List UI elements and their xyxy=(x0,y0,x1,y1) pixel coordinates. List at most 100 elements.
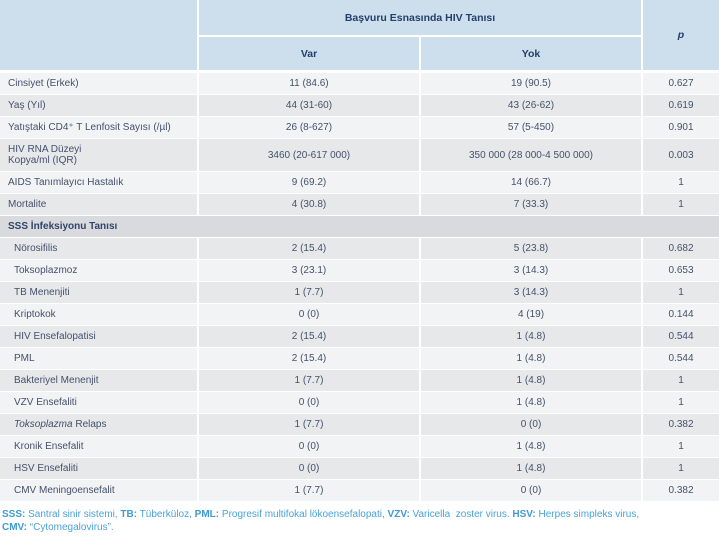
table-row: TB Menenjiti 1 (7.7) 3 (14.3) 1 xyxy=(0,282,719,303)
table-header: Başvuru Esnasında HIV Tanısı Var Yok p xyxy=(0,0,719,70)
cell-yok: 19 (90.5) xyxy=(421,73,641,94)
row-label: HIV Ensefalopatisi xyxy=(0,326,197,347)
cell-yok: 0 (0) xyxy=(421,414,641,435)
table-row: Yatıştaki CD4⁺ T Lenfosit Sayısı (/µl) 26… xyxy=(0,117,719,138)
cell-yok: 350 000 (28 000-4 500 000) xyxy=(421,139,641,171)
cell-var: 9 (69.2) xyxy=(199,172,419,193)
table-row: PML 2 (15.4) 1 (4.8) 0.544 xyxy=(0,348,719,369)
cell-p: 0.544 xyxy=(643,348,719,369)
cell-yok: 1 (4.8) xyxy=(421,436,641,457)
cell-var: 0 (0) xyxy=(199,458,419,479)
table-row: Mortalite 4 (30.8) 7 (33.3) 1 xyxy=(0,194,719,215)
cell-yok: 1 (4.8) xyxy=(421,392,641,413)
cell-yok: 57 (5-450) xyxy=(421,117,641,138)
cell-p: 0.627 xyxy=(643,73,719,94)
cell-p: 0.382 xyxy=(643,480,719,501)
cell-var: 1 (7.7) xyxy=(199,480,419,501)
row-label: HSV Ensefaliti xyxy=(0,458,197,479)
table-row: HIV Ensefalopatisi 2 (15.4) 1 (4.8) 0.544 xyxy=(0,326,719,347)
row-label: Toksoplazmoz xyxy=(0,260,197,281)
table-row: Nörosifilis 2 (15.4) 5 (23.8) 0.682 xyxy=(0,238,719,259)
cell-p: 1 xyxy=(643,194,719,215)
section-title: SSS İnfeksiyonu Tanısı xyxy=(0,216,719,237)
cell-yok: 5 (23.8) xyxy=(421,238,641,259)
row-label: Nörosifilis xyxy=(0,238,197,259)
cell-var: 0 (0) xyxy=(199,436,419,457)
cell-p: 1 xyxy=(643,370,719,391)
cell-p: 0.382 xyxy=(643,414,719,435)
table-row: CMV Meningoensefalit 1 (7.7) 0 (0) 0.382 xyxy=(0,480,719,501)
footnote-text: Herpes simpleks virus, xyxy=(538,509,640,520)
row-label: Yaş (Yıl) xyxy=(0,95,197,116)
row-label: PML xyxy=(0,348,197,369)
row-label: Kronik Ensefalit xyxy=(0,436,197,457)
row-label: Toksoplazma Relaps xyxy=(0,414,197,435)
footnote-text: Tüberküloz, xyxy=(137,509,195,520)
cell-yok: 7 (33.3) xyxy=(421,194,641,215)
footnote-abbr: PML: xyxy=(194,509,220,520)
cell-p: 0.653 xyxy=(643,260,719,281)
cell-var: 26 (8-627) xyxy=(199,117,419,138)
row-label: CMV Meningoensefalit xyxy=(0,480,197,501)
row-label: Mortalite xyxy=(0,194,197,215)
cell-var: 2 (15.4) xyxy=(199,326,419,347)
footnote-abbr: VZV: xyxy=(387,509,410,520)
cell-var: 1 (7.7) xyxy=(199,414,419,435)
cell-var: 2 (15.4) xyxy=(199,348,419,369)
cell-var: 11 (84.6) xyxy=(199,73,419,94)
row-label: Yatıştaki CD4⁺ T Lenfosit Sayısı (/µl) xyxy=(0,117,197,138)
table-row: Cinsiyet (Erkek) 11 (84.6) 19 (90.5) 0.627 xyxy=(0,73,719,94)
table-row: AIDS Tanımlayıcı Hastalık 9 (69.2) 14 (66.… xyxy=(0,172,719,193)
cell-yok: 1 (4.8) xyxy=(421,370,641,391)
table-row: VZV Ensefaliti 0 (0) 1 (4.8) 1 xyxy=(0,392,719,413)
column-header-var: Var xyxy=(199,37,419,70)
footnote-text: “Cytomegalovirus”. xyxy=(27,522,114,533)
row-label-rest: Relaps xyxy=(72,418,107,430)
cell-p: 0.003 xyxy=(643,139,719,171)
row-label: Cinsiyet (Erkek) xyxy=(0,73,197,94)
cell-var: 0 (0) xyxy=(199,304,419,325)
row-label: AIDS Tanımlayıcı Hastalık xyxy=(0,172,197,193)
header-corner-cell xyxy=(0,0,197,70)
footnote: SSS: Santral sinir sistemi, TB: Tüberkül… xyxy=(0,508,719,534)
cell-var: 0 (0) xyxy=(199,392,419,413)
cell-p: 1 xyxy=(643,458,719,479)
cell-p: 1 xyxy=(643,172,719,193)
cell-p: 1 xyxy=(643,282,719,303)
cell-var: 4 (30.8) xyxy=(199,194,419,215)
table-row: Kriptokok 0 (0) 4 (19) 0.144 xyxy=(0,304,719,325)
cell-yok: 1 (4.8) xyxy=(421,348,641,369)
table-row: Yaş (Yıl) 44 (31-60) 43 (26-62) 0.619 xyxy=(0,95,719,116)
table-row: Bakteriyel Menenjit 1 (7.7) 1 (4.8) 1 xyxy=(0,370,719,391)
cell-yok: 0 (0) xyxy=(421,480,641,501)
cell-var: 44 (31-60) xyxy=(199,95,419,116)
cell-yok: 4 (19) xyxy=(421,304,641,325)
cell-p: 0.619 xyxy=(643,95,719,116)
header-group-title: Başvuru Esnasında HIV Tanısı xyxy=(199,0,641,35)
cell-yok: 3 (14.3) xyxy=(421,282,641,303)
row-label: Kriptokok xyxy=(0,304,197,325)
cell-var: 1 (7.7) xyxy=(199,282,419,303)
cell-var: 1 (7.7) xyxy=(199,370,419,391)
cell-p: 1 xyxy=(643,392,719,413)
cell-p: 1 xyxy=(643,436,719,457)
cell-yok: 43 (26-62) xyxy=(421,95,641,116)
footnote-text: Varicella zoster virus. xyxy=(409,509,513,520)
cell-yok: 3 (14.3) xyxy=(421,260,641,281)
column-header-yok: Yok xyxy=(421,37,641,70)
cell-p: 0.682 xyxy=(643,238,719,259)
cell-var: 3 (23.1) xyxy=(199,260,419,281)
table-row: HSV Ensefaliti 0 (0) 1 (4.8) 1 xyxy=(0,458,719,479)
cell-yok: 14 (66.7) xyxy=(421,172,641,193)
cell-yok: 1 (4.8) xyxy=(421,326,641,347)
table-row: Toksoplazma Relaps 1 (7.7) 0 (0) 0.382 xyxy=(0,414,719,435)
footnote-text: Santral sinir sistemi, xyxy=(25,509,121,520)
cell-var: 3460 (20-617 000) xyxy=(199,139,419,171)
section-header-row: SSS İnfeksiyonu Tanısı xyxy=(0,216,719,237)
row-label: Bakteriyel Menenjit xyxy=(0,370,197,391)
column-header-p: p xyxy=(643,0,719,70)
row-label: HIV RNA Düzeyi Kopya/ml (IQR) xyxy=(0,139,197,171)
table-row: HIV RNA Düzeyi Kopya/ml (IQR) 3460 (20-61… xyxy=(0,139,719,171)
cell-var: 2 (15.4) xyxy=(199,238,419,259)
row-label: VZV Ensefaliti xyxy=(0,392,197,413)
